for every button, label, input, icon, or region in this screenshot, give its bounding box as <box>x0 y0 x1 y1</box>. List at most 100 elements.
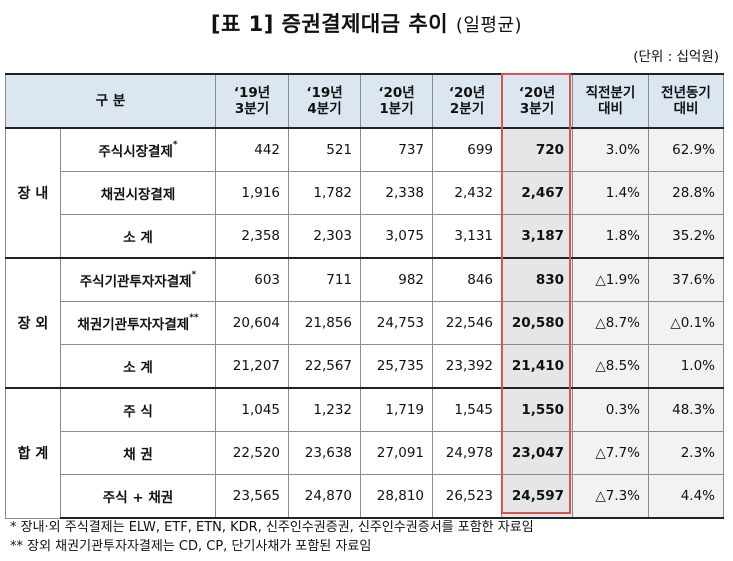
cell-yoy: 48.3% <box>648 387 725 432</box>
cell-value: 603 <box>215 257 290 302</box>
cell-value-highlight: 1,550 <box>501 387 574 432</box>
cell-qoq: △8.5% <box>572 344 650 389</box>
cell-yoy: 4.4% <box>648 474 725 519</box>
cell-value: 2,338 <box>360 171 434 215</box>
cell-value: 521 <box>288 127 362 172</box>
cell-yoy: 28.8% <box>648 171 725 215</box>
cell-value-highlight: 23,047 <box>501 431 574 475</box>
cell-qoq: △7.7% <box>572 431 650 475</box>
cell-value: 442 <box>215 127 290 172</box>
cell-value: 3,075 <box>360 214 434 259</box>
cell-value: 28,810 <box>360 474 434 519</box>
cell-qoq: 3.0% <box>572 127 650 172</box>
cell-value: 1,232 <box>288 387 362 432</box>
cell-value-highlight: 2,467 <box>501 171 574 215</box>
cell-value: 846 <box>432 257 503 302</box>
cell-value-highlight: 24,597 <box>501 474 574 519</box>
cell-value: 699 <box>432 127 503 172</box>
cell-yoy: 2.3% <box>648 431 725 475</box>
cell-value: 25,735 <box>360 344 434 389</box>
table-row: 채권기관투자자결제** 20,604 21,856 24,753 22,546 … <box>6 301 725 345</box>
cell-value-highlight: 20,580 <box>501 301 574 345</box>
cell-value: 22,567 <box>288 344 362 389</box>
table-title: [표 1] 증권결제대금 추이 (일평균) <box>0 8 733 38</box>
header-col: ‘19년 3분기 <box>215 73 290 129</box>
header-col-yoy: 전년동기 대비 <box>648 73 725 129</box>
cell-yoy: 1.0% <box>648 344 725 389</box>
cell-value: 23,565 <box>215 474 290 519</box>
cell-value: 23,638 <box>288 431 362 475</box>
row-label: 소 계 <box>59 214 217 259</box>
cell-qoq: 0.3% <box>572 387 650 432</box>
cell-value: 22,546 <box>432 301 503 345</box>
cell-yoy: 35.2% <box>648 214 725 259</box>
group-label: 장 내 <box>5 127 61 259</box>
row-label: 주식기관투자자결제* <box>59 257 217 302</box>
table-row: 장 내 주식시장결제* 442 521 737 699 720 3.0% 62.… <box>5 127 725 259</box>
table-row: 장 외 주식기관투자자결제* 603 711 982 846 830 △1.9%… <box>5 257 725 389</box>
cell-value: 3,131 <box>432 214 503 259</box>
row-label: 채권기관투자자결제** <box>59 301 217 345</box>
cell-value: 711 <box>288 257 362 302</box>
header-col: ‘20년 1분기 <box>360 73 434 129</box>
header-row: 구 분 ‘19년 3분기 ‘19년 4분기 ‘20년 1분기 ‘20년 2분기 ‘20년… <box>4 73 725 129</box>
cell-value-highlight: 830 <box>501 257 574 302</box>
cell-value: 26,523 <box>432 474 503 519</box>
unit-label: (단위 : 십억원) <box>633 49 719 65</box>
footnote: ** 장외 채권기관투자자결제는 CD, CP, 단기사채가 포함된 자료임 <box>10 539 372 554</box>
table-row: 채권시장결제 1,916 1,782 2,338 2,432 2,467 1.4… <box>6 171 725 215</box>
cell-value: 24,978 <box>432 431 503 475</box>
row-label: 채권시장결제 <box>59 171 217 215</box>
cell-value: 27,091 <box>360 431 434 475</box>
cell-qoq: △1.9% <box>572 257 650 302</box>
cell-value: 24,870 <box>288 474 362 519</box>
table-row: 합 계 주 식 1,045 1,232 1,719 1,545 1,550 0.… <box>5 387 725 519</box>
header-col: ‘20년 2분기 <box>432 73 503 129</box>
row-label: 주식 + 채권 <box>59 474 217 519</box>
footnote: * 장내·외 주식결제는 ELW, ETF, ETN, KDR, 신주인수권증권… <box>10 520 534 535</box>
cell-value: 1,719 <box>360 387 434 432</box>
row-label: 주식시장결제* <box>59 127 217 172</box>
cell-value: 23,392 <box>432 344 503 389</box>
group-label: 합 계 <box>5 387 61 519</box>
cell-value: 24,753 <box>360 301 434 345</box>
cell-value: 21,207 <box>215 344 290 389</box>
row-label: 채 권 <box>59 431 217 475</box>
cell-qoq: 1.8% <box>572 214 650 259</box>
row-label: 소 계 <box>59 344 217 389</box>
settlement-table: 구 분 ‘19년 3분기 ‘19년 4분기 ‘20년 1분기 ‘20년 2분기 ‘20년… <box>4 73 725 519</box>
table-title-main: [표 1] 증권결제대금 추이 <box>210 12 449 36</box>
header-col: ‘19년 4분기 <box>288 73 362 129</box>
cell-qoq: 1.4% <box>572 171 650 215</box>
header-category: 구 분 <box>4 73 217 129</box>
cell-value: 21,856 <box>288 301 362 345</box>
cell-value: 2,358 <box>215 214 290 259</box>
row-label: 주 식 <box>59 387 217 432</box>
cell-yoy: 37.6% <box>648 257 725 302</box>
cell-value-highlight: 3,187 <box>501 214 574 259</box>
cell-value: 1,545 <box>432 387 503 432</box>
cell-value: 1,916 <box>215 171 290 215</box>
table-row: 주식 + 채권 23,565 24,870 28,810 26,523 24,5… <box>6 474 725 519</box>
cell-value: 1,045 <box>215 387 290 432</box>
footnotes: * 장내·외 주식결제는 ELW, ETF, ETN, KDR, 신주인수권증권… <box>10 518 534 556</box>
cell-value: 1,782 <box>288 171 362 215</box>
cell-value-highlight: 720 <box>501 127 574 172</box>
cell-value-highlight: 21,410 <box>501 344 574 389</box>
table-title-sub: (일평균) <box>455 15 523 36</box>
cell-value: 2,432 <box>432 171 503 215</box>
group-label: 장 외 <box>5 257 61 389</box>
header-col-highlight: ‘20년 3분기 <box>501 73 574 129</box>
cell-value: 982 <box>360 257 434 302</box>
header-col-qoq: 직전분기 대비 <box>572 73 650 129</box>
cell-yoy: △0.1% <box>648 301 725 345</box>
cell-qoq: △7.3% <box>572 474 650 519</box>
cell-value: 20,604 <box>215 301 290 345</box>
cell-value: 737 <box>360 127 434 172</box>
table-row: 채 권 22,520 23,638 27,091 24,978 23,047 △… <box>6 431 725 475</box>
cell-qoq: △8.7% <box>572 301 650 345</box>
cell-yoy: 62.9% <box>648 127 725 172</box>
table-row: 소 계 21,207 22,567 25,735 23,392 21,410 △… <box>6 344 725 389</box>
table-row: 소 계 2,358 2,303 3,075 3,131 3,187 1.8% 3… <box>6 214 725 259</box>
cell-value: 2,303 <box>288 214 362 259</box>
